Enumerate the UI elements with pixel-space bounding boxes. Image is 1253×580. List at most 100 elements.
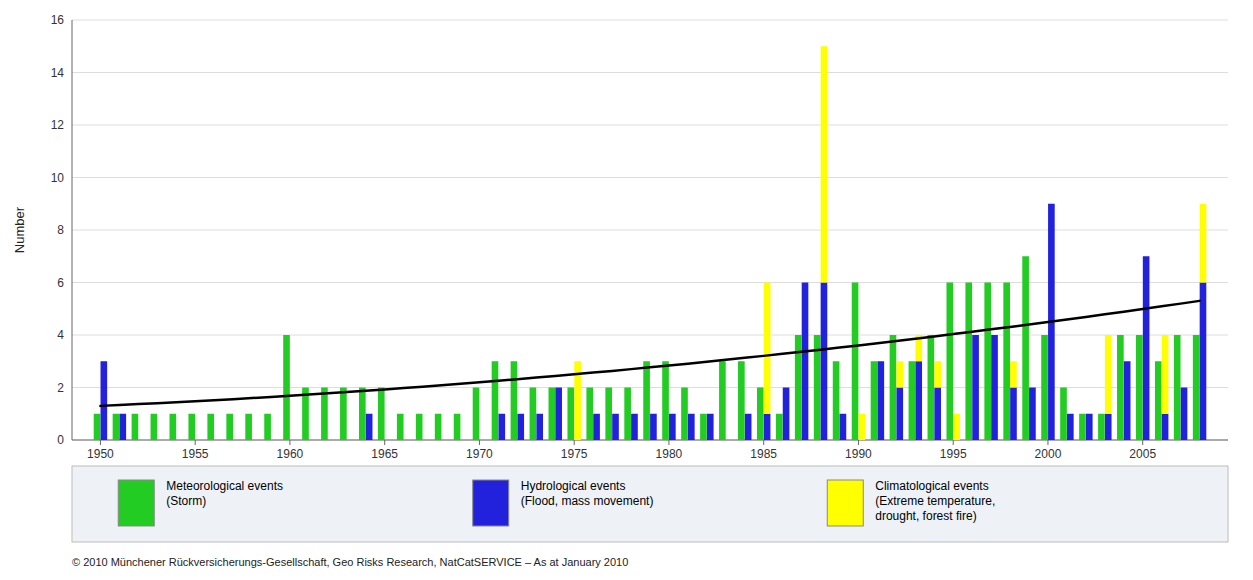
bar — [113, 414, 120, 440]
bar — [928, 335, 935, 440]
bar — [328, 440, 335, 441]
bar — [833, 361, 840, 440]
bar — [821, 283, 828, 441]
bar — [461, 440, 468, 441]
bar — [631, 413, 638, 414]
x-tick-label: 1980 — [656, 447, 683, 461]
bar — [138, 440, 145, 441]
bar — [1181, 387, 1188, 388]
legend: Meteorological events(Storm) Hydrological… — [72, 466, 1228, 542]
bar — [896, 361, 903, 387]
y-axis-label: Number — [12, 206, 27, 253]
bar — [802, 283, 809, 441]
bar — [119, 414, 126, 440]
bar — [764, 414, 771, 440]
bar — [1105, 335, 1112, 414]
legend-label-line: (Extreme temperature, — [875, 494, 995, 508]
y-axis: 0246810121416Number — [12, 13, 72, 447]
bar — [101, 361, 108, 440]
bar — [157, 440, 164, 441]
bar — [290, 440, 297, 441]
bar — [726, 440, 733, 441]
bar — [423, 440, 430, 441]
y-tick-label: 14 — [51, 66, 65, 80]
bar — [764, 283, 771, 414]
bar — [461, 440, 468, 441]
bar — [662, 361, 669, 440]
legend-label-line: Hydrological events — [521, 479, 626, 493]
bar — [252, 440, 259, 441]
x-tick — [289, 440, 290, 445]
bar — [1143, 256, 1150, 440]
x-tick — [763, 440, 764, 445]
bar — [321, 388, 328, 441]
bar — [170, 414, 177, 440]
bar — [991, 335, 998, 336]
bar — [498, 414, 505, 440]
bar — [511, 361, 518, 440]
bar — [435, 414, 442, 440]
bar — [878, 361, 885, 440]
bar — [366, 414, 373, 440]
legend-label-line: (Storm) — [166, 494, 206, 508]
bar — [492, 361, 499, 440]
y-tick-label: 6 — [57, 276, 64, 290]
x-tick-label: 2005 — [1129, 447, 1156, 461]
bar — [214, 440, 221, 441]
bar — [915, 361, 922, 440]
legend-label: Climatological events(Extreme temperatur… — [875, 479, 995, 523]
bar — [245, 414, 252, 440]
bar — [480, 440, 487, 441]
bar — [214, 440, 221, 441]
bar — [840, 414, 847, 440]
bar — [416, 414, 423, 440]
bar — [404, 440, 411, 441]
bar — [119, 413, 126, 414]
bar — [195, 440, 202, 441]
bar — [821, 46, 828, 282]
bar — [549, 388, 556, 441]
bar — [176, 440, 183, 441]
bar — [442, 440, 449, 441]
bar — [719, 361, 726, 440]
bar — [347, 440, 354, 441]
y-tick-label: 12 — [51, 118, 65, 132]
bar — [347, 440, 354, 441]
bar — [1181, 388, 1188, 441]
bar — [132, 414, 139, 440]
bar — [94, 414, 101, 440]
bar — [1041, 335, 1048, 440]
bar — [385, 440, 392, 441]
legend-label-line: Meteorological events — [166, 479, 283, 493]
bar — [871, 361, 878, 440]
bar — [1162, 335, 1169, 414]
legend-label-line: Climatological events — [875, 479, 988, 493]
x-tick-label: 1975 — [561, 447, 588, 461]
footer: © 2010 Münchener Rückversicherungs-Gesel… — [72, 556, 628, 568]
bar — [745, 414, 752, 440]
bar — [1079, 414, 1086, 440]
bar — [1136, 335, 1143, 440]
x-tick — [858, 440, 859, 445]
bar — [473, 388, 480, 441]
bar — [984, 283, 991, 441]
bar — [138, 440, 145, 441]
bar — [650, 414, 657, 440]
bar — [1048, 203, 1055, 204]
bar — [643, 361, 650, 440]
bar — [176, 440, 183, 441]
legend-box — [72, 466, 1228, 542]
bar — [252, 440, 259, 441]
bar — [1022, 256, 1029, 440]
x-tick-label: 2000 — [1035, 447, 1062, 461]
bar — [1162, 414, 1169, 440]
bar — [1003, 283, 1010, 441]
bar — [536, 413, 543, 414]
bar — [612, 413, 619, 414]
bar — [586, 388, 593, 441]
bar — [612, 414, 619, 440]
x-tick-label: 1960 — [277, 447, 304, 461]
bar — [700, 414, 707, 440]
bar — [991, 335, 998, 440]
bar — [536, 414, 543, 440]
